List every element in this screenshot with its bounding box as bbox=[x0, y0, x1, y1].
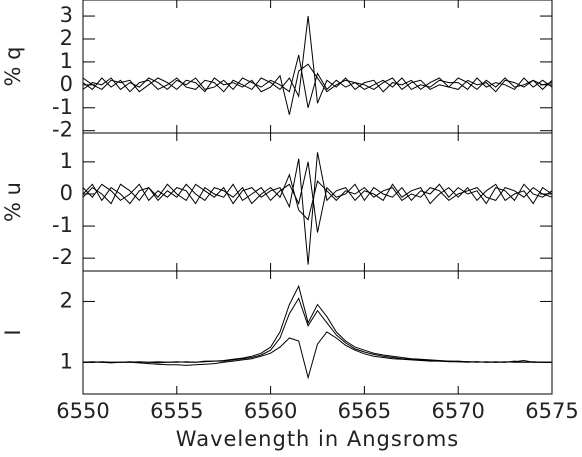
panel-frame bbox=[82, 270, 553, 395]
series-line bbox=[82, 161, 553, 233]
series-line bbox=[82, 173, 553, 221]
x-tick-label: 6555 bbox=[150, 399, 203, 423]
y-tick-label: -2 bbox=[52, 118, 73, 142]
series-line bbox=[83, 331, 552, 380]
y-tick-label: 2 bbox=[60, 26, 73, 50]
y-tick-label: 1 bbox=[60, 149, 73, 173]
y-tick-label: 1 bbox=[60, 49, 73, 73]
x-tick-label: 6550 bbox=[56, 399, 109, 423]
y-tick-label: 3 bbox=[60, 3, 73, 27]
x-tick-label: 6565 bbox=[338, 399, 391, 423]
y-tick-label: -1 bbox=[52, 213, 73, 237]
y-tick-label: 1 bbox=[60, 349, 73, 373]
x-tick-label: 6570 bbox=[431, 399, 484, 423]
series-line bbox=[83, 297, 552, 364]
y-tick-label: -2 bbox=[52, 245, 73, 269]
series-line bbox=[82, 284, 552, 364]
y-axis-label: % u bbox=[1, 182, 25, 222]
y-tick-label: 0 bbox=[60, 181, 73, 205]
x-axis-label: Wavelength in Angsroms bbox=[176, 427, 459, 451]
y-axis-label: I bbox=[1, 329, 25, 335]
series-line bbox=[82, 63, 553, 115]
series-line bbox=[82, 54, 553, 108]
y-tick-label: 2 bbox=[60, 288, 73, 312]
y-tick-label: 0 bbox=[60, 72, 73, 96]
panel-frame bbox=[82, 0, 553, 134]
y-tick-label: -1 bbox=[52, 95, 73, 119]
x-tick-label: 6560 bbox=[244, 399, 297, 423]
x-tick-label: 6575 bbox=[525, 399, 578, 423]
y-axis-label: % q bbox=[1, 47, 25, 87]
series-line bbox=[82, 152, 553, 265]
series-line bbox=[82, 16, 553, 104]
